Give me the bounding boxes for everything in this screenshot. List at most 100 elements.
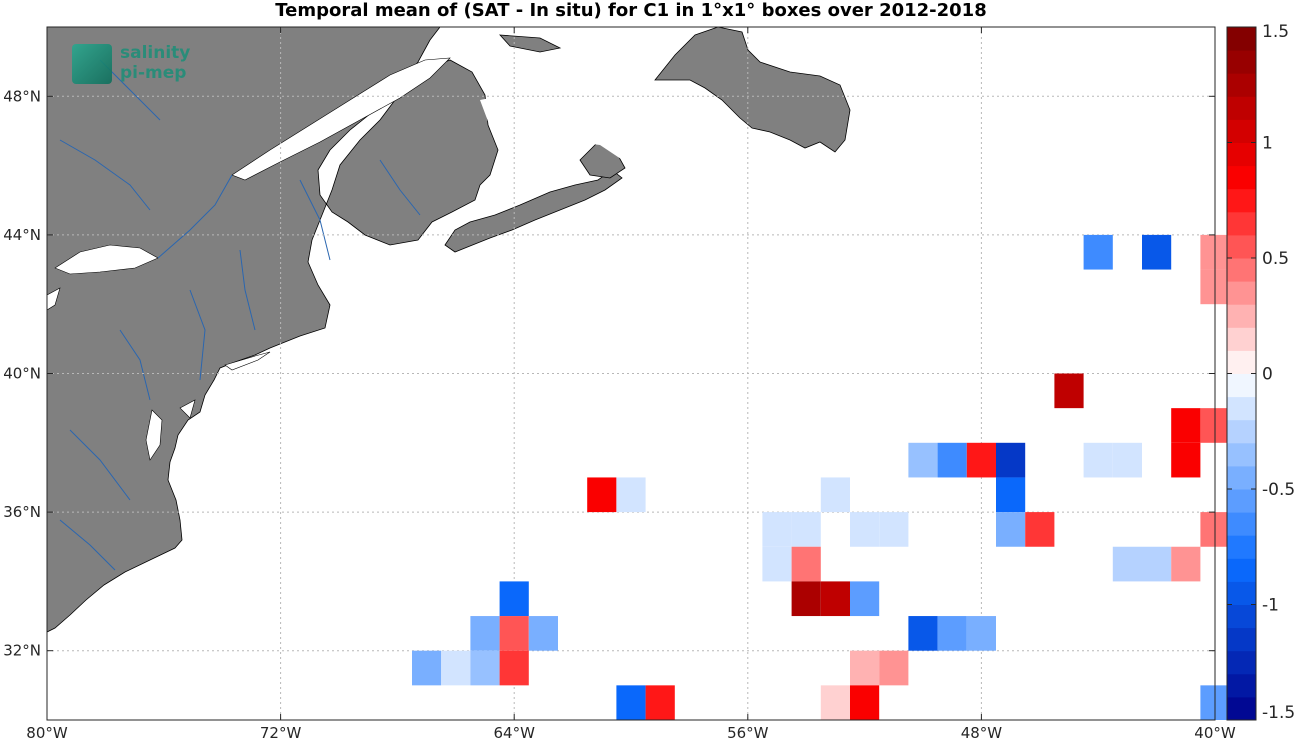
data-cell	[1083, 234, 1113, 270]
salinity-pi-mep-logo: salinity pi-mep	[72, 42, 202, 88]
river	[299, 179, 331, 261]
y-tick-label: 36°N	[3, 503, 41, 521]
data-cell	[996, 512, 1026, 547]
data-cell	[1083, 442, 1113, 478]
colorbar-swatch	[1227, 419, 1256, 444]
data-cell	[587, 477, 617, 513]
colorbar-tick-label: -1	[1262, 596, 1279, 616]
gulf-of-st-lawrence-water	[480, 92, 740, 165]
data-cell	[791, 546, 821, 582]
x-tick-label: 48°W	[961, 724, 1003, 740]
data-cell	[1171, 408, 1201, 443]
colorbar-tick-label: -0.5	[1262, 480, 1295, 500]
st-lawrence-estuary	[231, 57, 451, 181]
colorbar-swatch	[1227, 535, 1256, 559]
data-cell	[470, 616, 500, 651]
y-tick-label: 32°N	[3, 642, 41, 660]
colorbar-ticks: -1.5 -1 -0.5 0 0.5 1 1.5	[1227, 22, 1295, 723]
data-cell	[470, 650, 500, 686]
x-tick-label: 80°W	[26, 724, 68, 740]
data-cell	[1054, 373, 1084, 409]
colorbar-tick-label: 0.5	[1262, 249, 1289, 269]
colorbar-swatch	[1227, 604, 1256, 629]
colorbar-swatch	[1227, 489, 1256, 513]
river	[69, 429, 131, 501]
data-cell	[762, 512, 792, 547]
data-cell	[850, 512, 880, 547]
colorbar-swatch	[1227, 234, 1256, 259]
data-cell	[791, 512, 821, 547]
river	[119, 329, 151, 401]
colorbar-swatch	[1227, 27, 1256, 51]
data-cell	[1112, 442, 1142, 478]
data-cell	[1171, 442, 1201, 478]
logo-line-1: salinity	[120, 43, 191, 63]
river-layer	[59, 59, 421, 571]
data-cell	[966, 616, 996, 651]
data-cell	[616, 685, 646, 720]
colorbar-swatch	[1227, 211, 1256, 236]
colorbar-swatch	[1227, 512, 1256, 536]
colorbar-swatch	[1227, 696, 1256, 721]
data-cell	[499, 650, 529, 686]
data-cell	[1171, 546, 1201, 582]
x-tick-label: 40°W	[1194, 724, 1236, 740]
data-cell	[499, 616, 529, 651]
river	[189, 289, 206, 381]
data-cell	[966, 442, 996, 478]
logo-line-2: pi-mep	[120, 63, 187, 83]
data-cell	[820, 477, 850, 513]
colorbar-swatch	[1227, 96, 1256, 120]
colorbar-swatch	[1227, 581, 1256, 605]
data-cell	[616, 477, 646, 513]
data-cell	[1112, 546, 1142, 582]
colorbar-swatch	[1227, 304, 1256, 328]
colorbar-swatch	[1227, 73, 1256, 97]
data-cell	[850, 650, 880, 686]
colorbar-swatch	[1227, 119, 1256, 143]
data-cell	[1025, 512, 1055, 547]
data-cell	[645, 685, 675, 720]
delaware-bay	[179, 399, 196, 419]
colorbar-swatch	[1227, 258, 1256, 282]
data-cell	[441, 650, 471, 686]
data-cell	[499, 581, 529, 617]
data-cell	[908, 442, 938, 478]
colorbar-swatch	[1227, 373, 1256, 398]
x-tick-label: 56°W	[727, 724, 769, 740]
mismatch-cells	[412, 234, 1230, 720]
data-cell	[996, 442, 1026, 478]
data-cell	[1142, 546, 1172, 582]
data-cell	[820, 581, 850, 617]
colorbar-tick-label: -1.5	[1262, 703, 1295, 723]
river	[379, 159, 421, 216]
data-cell	[879, 512, 909, 547]
nova-scotia	[444, 169, 623, 253]
x-tick-label: 72°W	[260, 724, 302, 740]
data-cell	[412, 650, 442, 686]
x-axis: 80°W 72°W 64°W 56°W 48°W 40°W	[26, 27, 1236, 740]
colorbar-swatch	[1227, 281, 1256, 305]
land-layer	[47, 27, 851, 633]
data-cell	[908, 616, 938, 651]
data-cell	[1142, 234, 1172, 270]
long-island-sound	[224, 351, 271, 371]
chesapeake-bay	[145, 409, 163, 461]
colorbar-tick-label: 1	[1262, 134, 1273, 154]
data-cell	[879, 650, 909, 686]
newfoundland	[654, 27, 851, 153]
y-axis: 32°N 36°N 40°N 44°N 48°N	[3, 87, 1215, 660]
colorbar-swatch	[1227, 465, 1256, 490]
colorbar-swatch	[1227, 188, 1256, 213]
river	[239, 249, 256, 331]
anticosti-island	[499, 34, 562, 53]
y-tick-label: 44°N	[3, 226, 41, 244]
colorbar-swatch	[1227, 165, 1256, 190]
y-tick-label: 40°N	[3, 365, 41, 383]
colorbar-swatch	[1227, 396, 1256, 421]
data-cell	[937, 442, 967, 478]
colorbar-tick-label: 1.5	[1262, 22, 1289, 42]
data-cell	[791, 581, 821, 617]
data-cell	[528, 616, 558, 651]
y-tick-label: 48°N	[3, 87, 41, 105]
